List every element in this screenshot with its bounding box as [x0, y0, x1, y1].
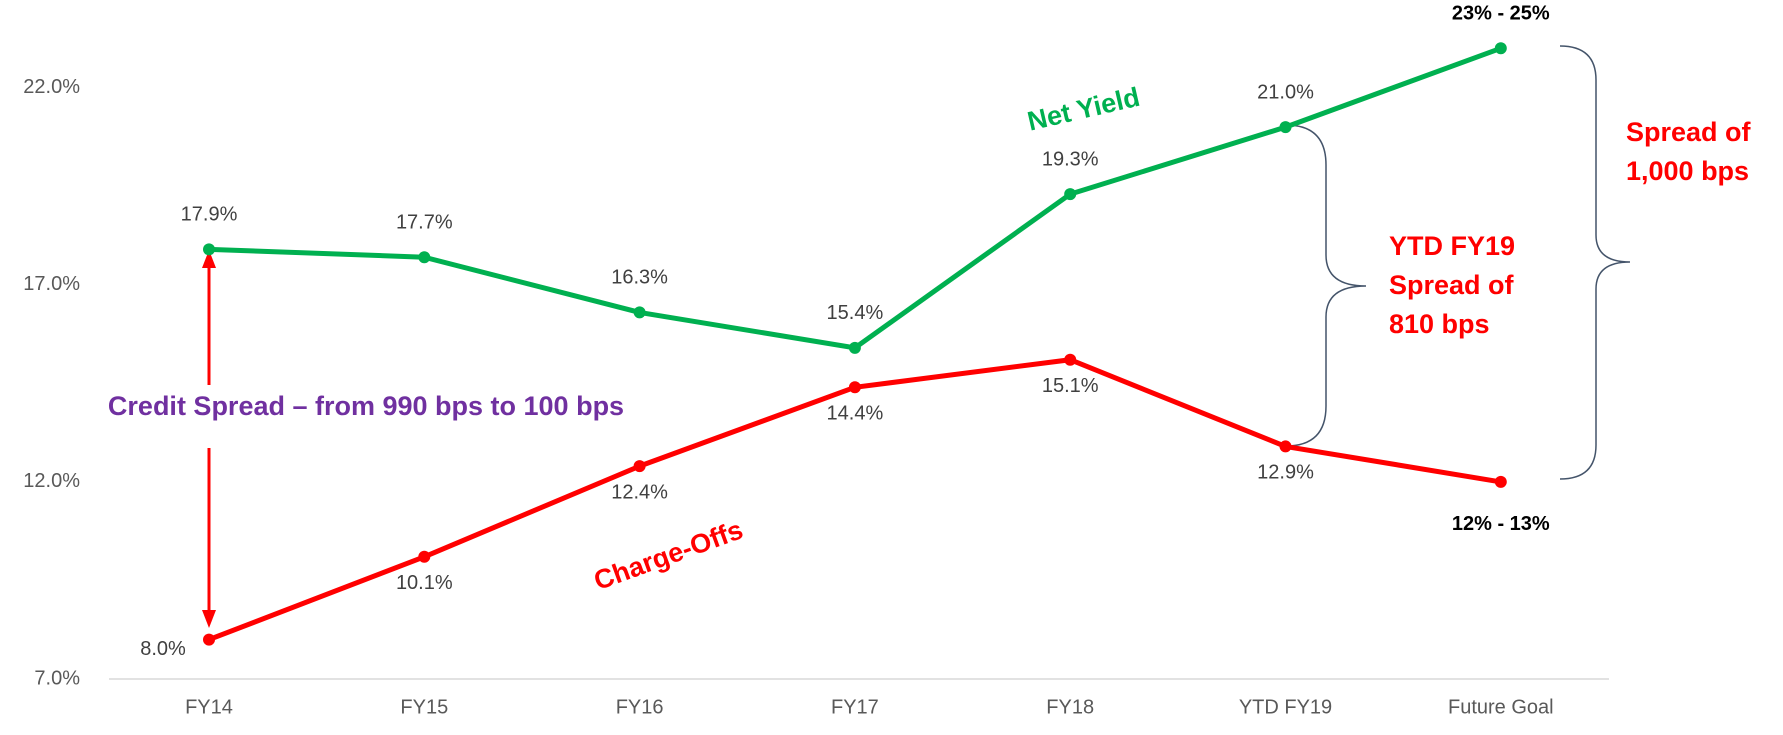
- point: [1494, 42, 1507, 55]
- x-tick-label: YTD FY19: [1239, 696, 1332, 718]
- value-label: 17.9%: [181, 204, 238, 226]
- point: [1494, 475, 1507, 488]
- series-label: Net Yield: [1025, 82, 1143, 137]
- value-label: 12% - 13%: [1452, 513, 1550, 535]
- y-tick-label: 12.0%: [23, 470, 80, 492]
- ytd-brace: [1285, 124, 1367, 447]
- value-label: 8.0%: [140, 638, 186, 660]
- y-tick-label: 17.0%: [23, 273, 80, 295]
- x-tick-label: FY14: [185, 696, 233, 718]
- ytd-spread-label: 810 bps: [1389, 309, 1490, 339]
- point: [203, 633, 215, 646]
- value-label: 10.1%: [396, 572, 453, 594]
- x-tick-label: FY16: [616, 696, 664, 718]
- value-label: 19.3%: [1042, 148, 1099, 170]
- value-label: 12.9%: [1257, 462, 1314, 484]
- credit-arrow: [202, 250, 216, 628]
- point: [1064, 188, 1077, 201]
- point: [418, 550, 431, 563]
- y-tick-label: 22.0%: [23, 76, 80, 98]
- value-label: 21.0%: [1257, 81, 1314, 103]
- point: [848, 381, 861, 394]
- value-label: 23% - 25%: [1452, 3, 1550, 25]
- series-label: Charge-Offs: [590, 514, 747, 596]
- ytd-spread-label: Spread of: [1389, 270, 1515, 300]
- total-brace: [1559, 45, 1631, 480]
- total-spread-label: Spread of: [1626, 117, 1752, 147]
- point: [1279, 121, 1292, 134]
- point: [848, 341, 861, 354]
- y-tick-label: 7.0%: [34, 667, 80, 689]
- value-label: 14.4%: [827, 403, 884, 425]
- credit-spread-label: Credit Spread – from 990 bps to 100 bps: [108, 391, 624, 421]
- point: [1279, 440, 1292, 453]
- x-tick-label: FY15: [400, 696, 448, 718]
- x-tick-label: Future Goal: [1448, 696, 1554, 718]
- point: [633, 460, 646, 473]
- x-tick-label: FY17: [831, 696, 879, 718]
- point: [418, 251, 431, 264]
- value-label: 12.4%: [611, 481, 668, 503]
- value-label: 15.1%: [1042, 375, 1099, 397]
- x-tick-label: FY18: [1046, 696, 1094, 718]
- value-label: 17.7%: [396, 212, 453, 234]
- value-label: 16.3%: [611, 267, 668, 289]
- ytd-spread-label: YTD FY19: [1389, 231, 1515, 261]
- total-spread-label: 1,000 bps: [1626, 156, 1749, 186]
- point: [1064, 353, 1077, 366]
- point: [203, 243, 215, 256]
- point: [633, 306, 646, 319]
- value-label: 15.4%: [827, 302, 884, 324]
